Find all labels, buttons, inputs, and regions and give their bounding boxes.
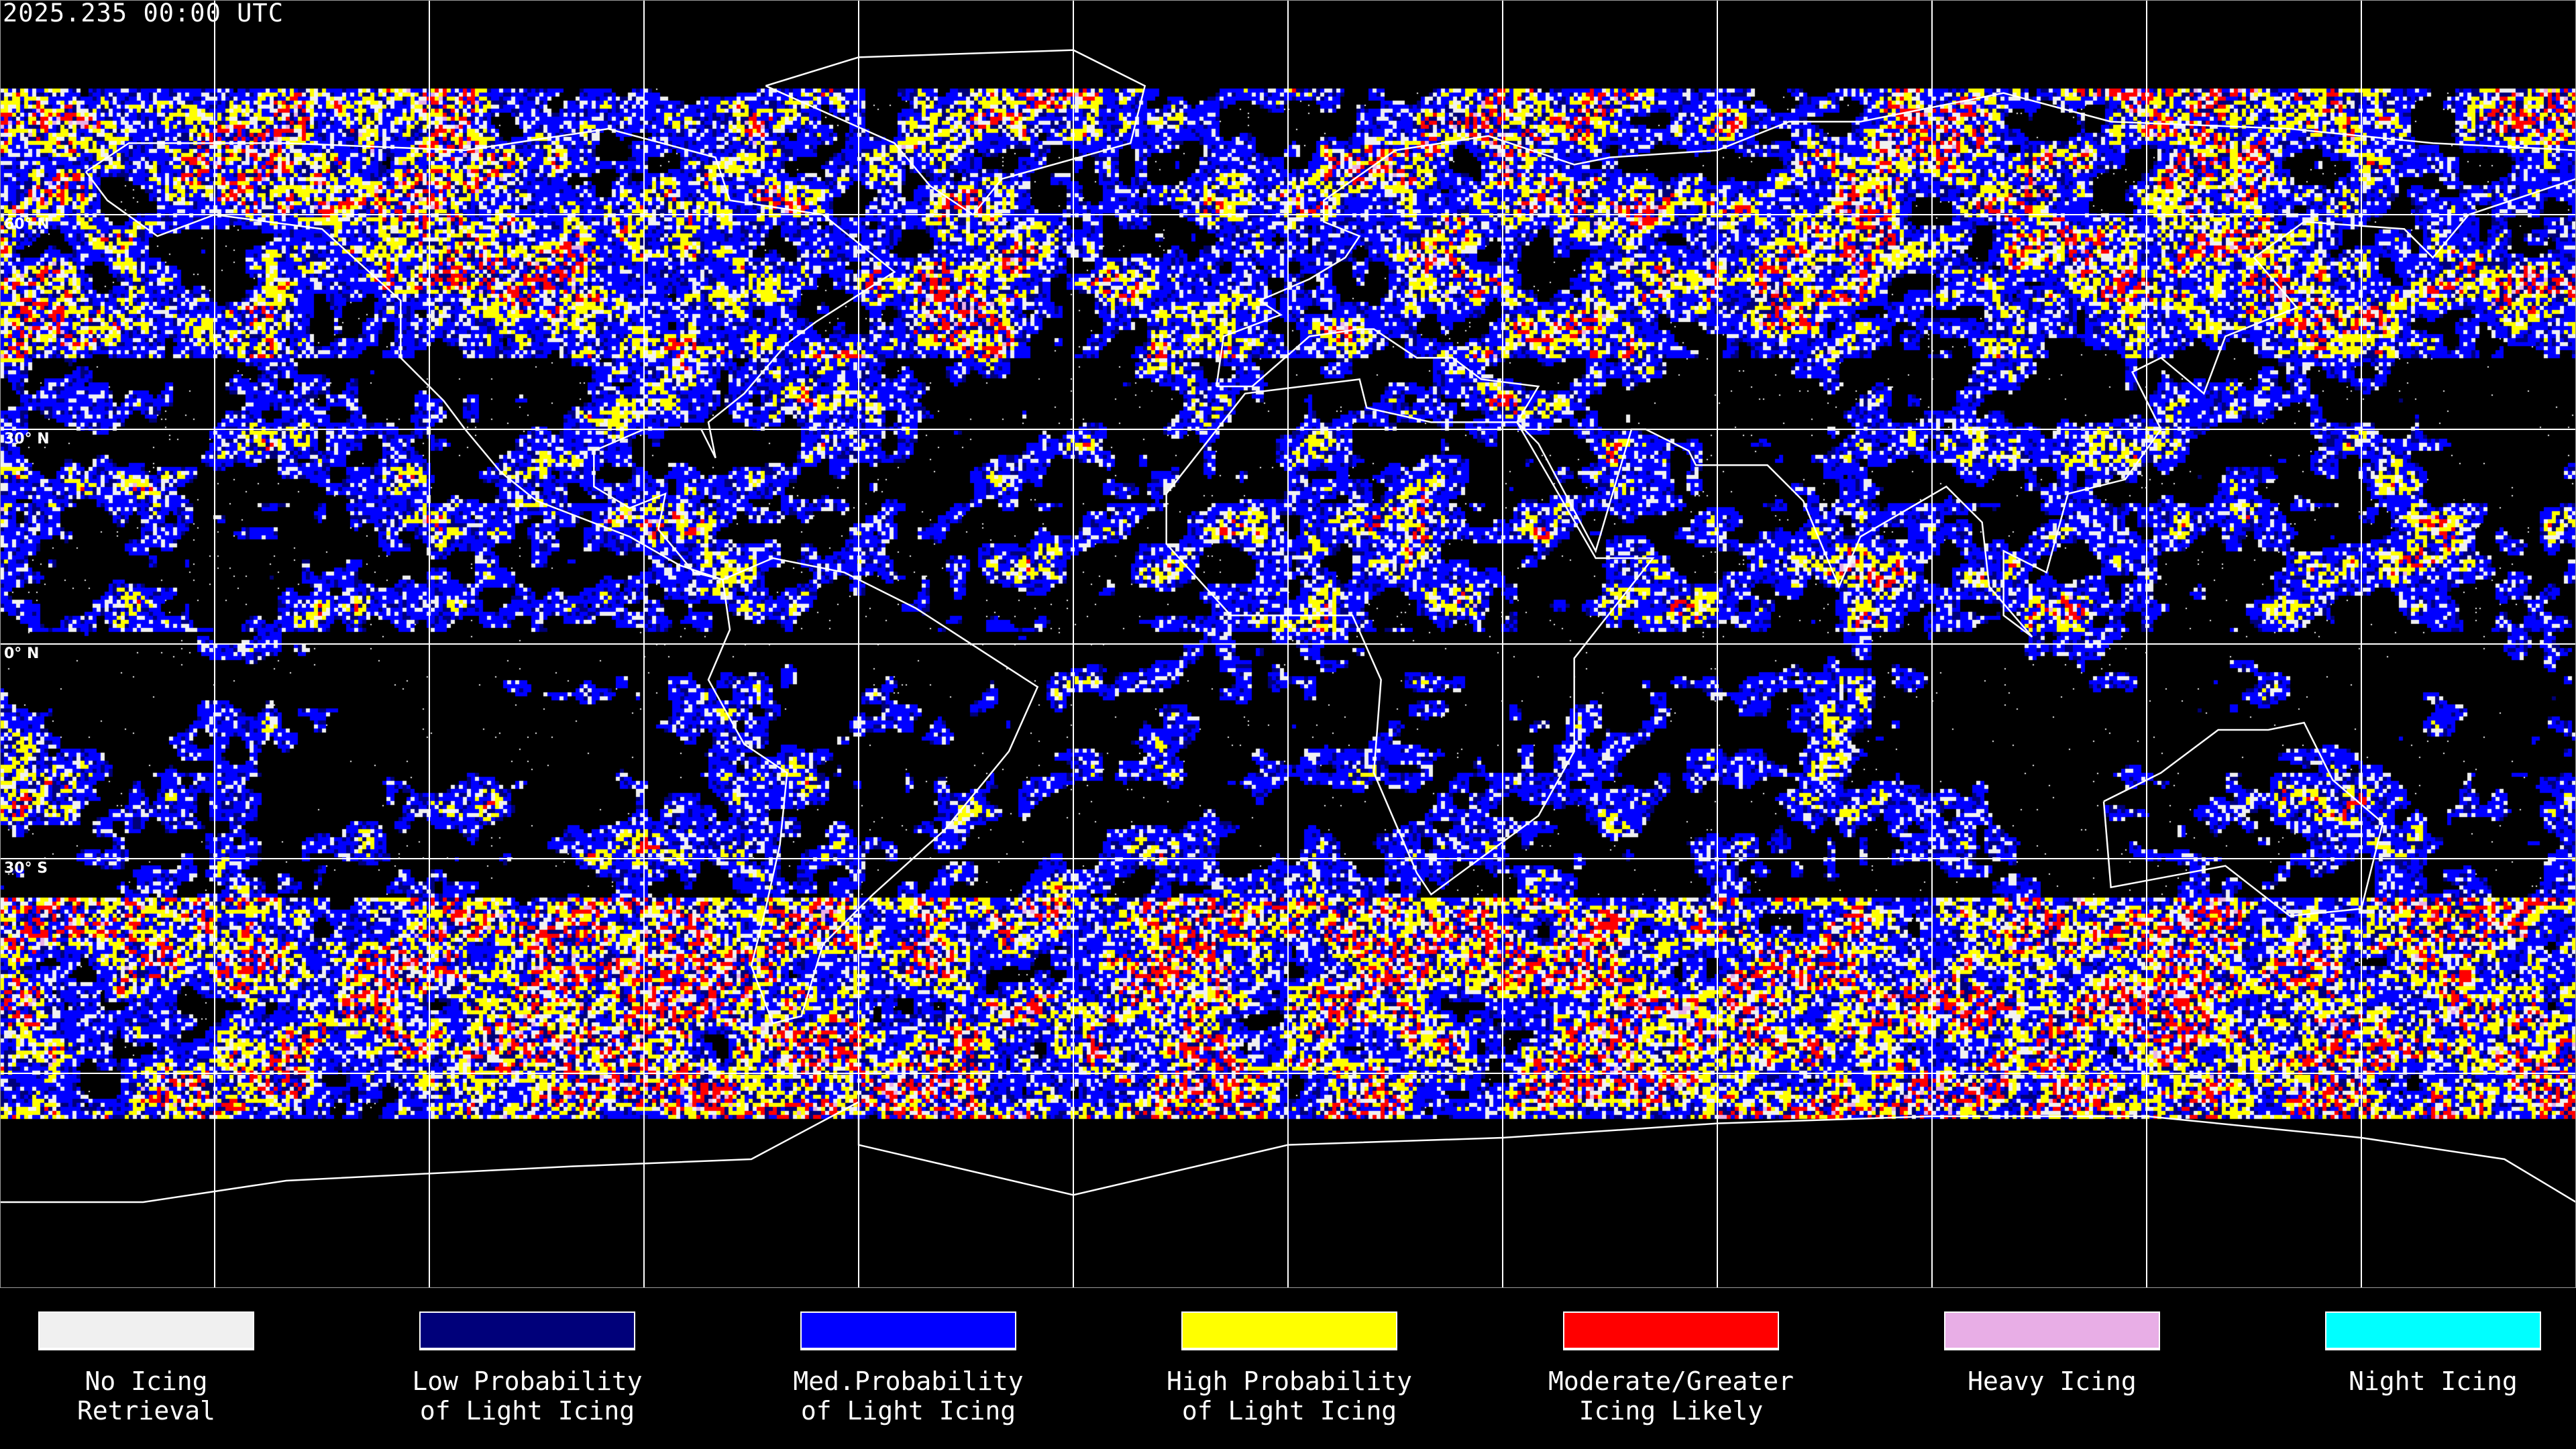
legend: No Icing Retrieval Low Probability of Li… xyxy=(0,1287,2576,1449)
legend-item-med-probability: Med.Probability of Light Icing xyxy=(767,1311,1049,1426)
legend-item-high-probability: High Probability of Light Icing xyxy=(1148,1311,1430,1426)
lat-label-60n: 60° N xyxy=(4,216,50,233)
coastline-eurasia xyxy=(1216,92,2576,638)
legend-swatch xyxy=(38,1311,254,1350)
coastline-australia xyxy=(2102,721,2384,917)
legend-line2: Retrieval xyxy=(77,1396,215,1426)
coastline-south-america xyxy=(707,557,1039,1024)
legend-line1: High Probability xyxy=(1166,1366,1413,1396)
legend-label: High Probability of Light Icing xyxy=(1148,1366,1430,1426)
coastline-north-america xyxy=(85,127,896,581)
icing-map: 2025.235 00:00 UTC 60° N 30° N 0° N 30° … xyxy=(0,0,2576,1288)
legend-item-moderate-greater: Moderate/Greater Icing Likely xyxy=(1530,1311,1812,1426)
lat-label-30n: 30° N xyxy=(4,431,50,447)
timestamp-title: 2025.235 00:00 UTC xyxy=(3,0,284,28)
lat-label-0n: 0° N xyxy=(4,645,40,662)
legend-line2: Icing Likely xyxy=(1578,1396,1764,1426)
legend-item-heavy-icing: Heavy Icing xyxy=(1911,1311,2193,1396)
legend-swatch xyxy=(2325,1311,2541,1350)
coastlines-and-grid xyxy=(0,0,2576,1287)
legend-line1: No Icing xyxy=(85,1366,208,1396)
coastline-greenland xyxy=(765,49,1146,216)
legend-swatch xyxy=(1944,1311,2160,1350)
legend-label: Low Probability of Light Icing xyxy=(386,1366,668,1426)
legend-line1: Moderate/Greater xyxy=(1548,1366,1794,1396)
legend-swatch xyxy=(419,1311,635,1350)
legend-label: Night Icing xyxy=(2292,1366,2574,1396)
legend-label: No Icing Retrieval xyxy=(5,1366,287,1426)
legend-line1: Night Icing xyxy=(2349,1366,2518,1396)
legend-label: Moderate/Greater Icing Likely xyxy=(1530,1366,1812,1426)
legend-item-no-icing: No Icing Retrieval xyxy=(5,1311,287,1426)
legend-line2: of Light Icing xyxy=(800,1396,1016,1426)
legend-line1: Med.Probability xyxy=(793,1366,1024,1396)
legend-swatch xyxy=(1181,1311,1397,1350)
legend-item-night-icing: Night Icing xyxy=(2292,1311,2574,1396)
legend-label: Heavy Icing xyxy=(1911,1366,2193,1396)
coastline-antarctica xyxy=(0,1100,2576,1203)
lat-label-30s: 30° S xyxy=(4,860,48,877)
legend-swatch xyxy=(1563,1311,1779,1350)
legend-label: Med.Probability of Light Icing xyxy=(767,1366,1049,1426)
legend-swatch xyxy=(800,1311,1016,1350)
legend-line1: Low Probability xyxy=(412,1366,643,1396)
legend-line2: of Light Icing xyxy=(419,1396,635,1426)
legend-line1: Heavy Icing xyxy=(1968,1366,2137,1396)
coastline-africa xyxy=(1165,378,1655,896)
legend-item-low-probability: Low Probability of Light Icing xyxy=(386,1311,668,1426)
legend-line2: of Light Icing xyxy=(1181,1396,1397,1426)
